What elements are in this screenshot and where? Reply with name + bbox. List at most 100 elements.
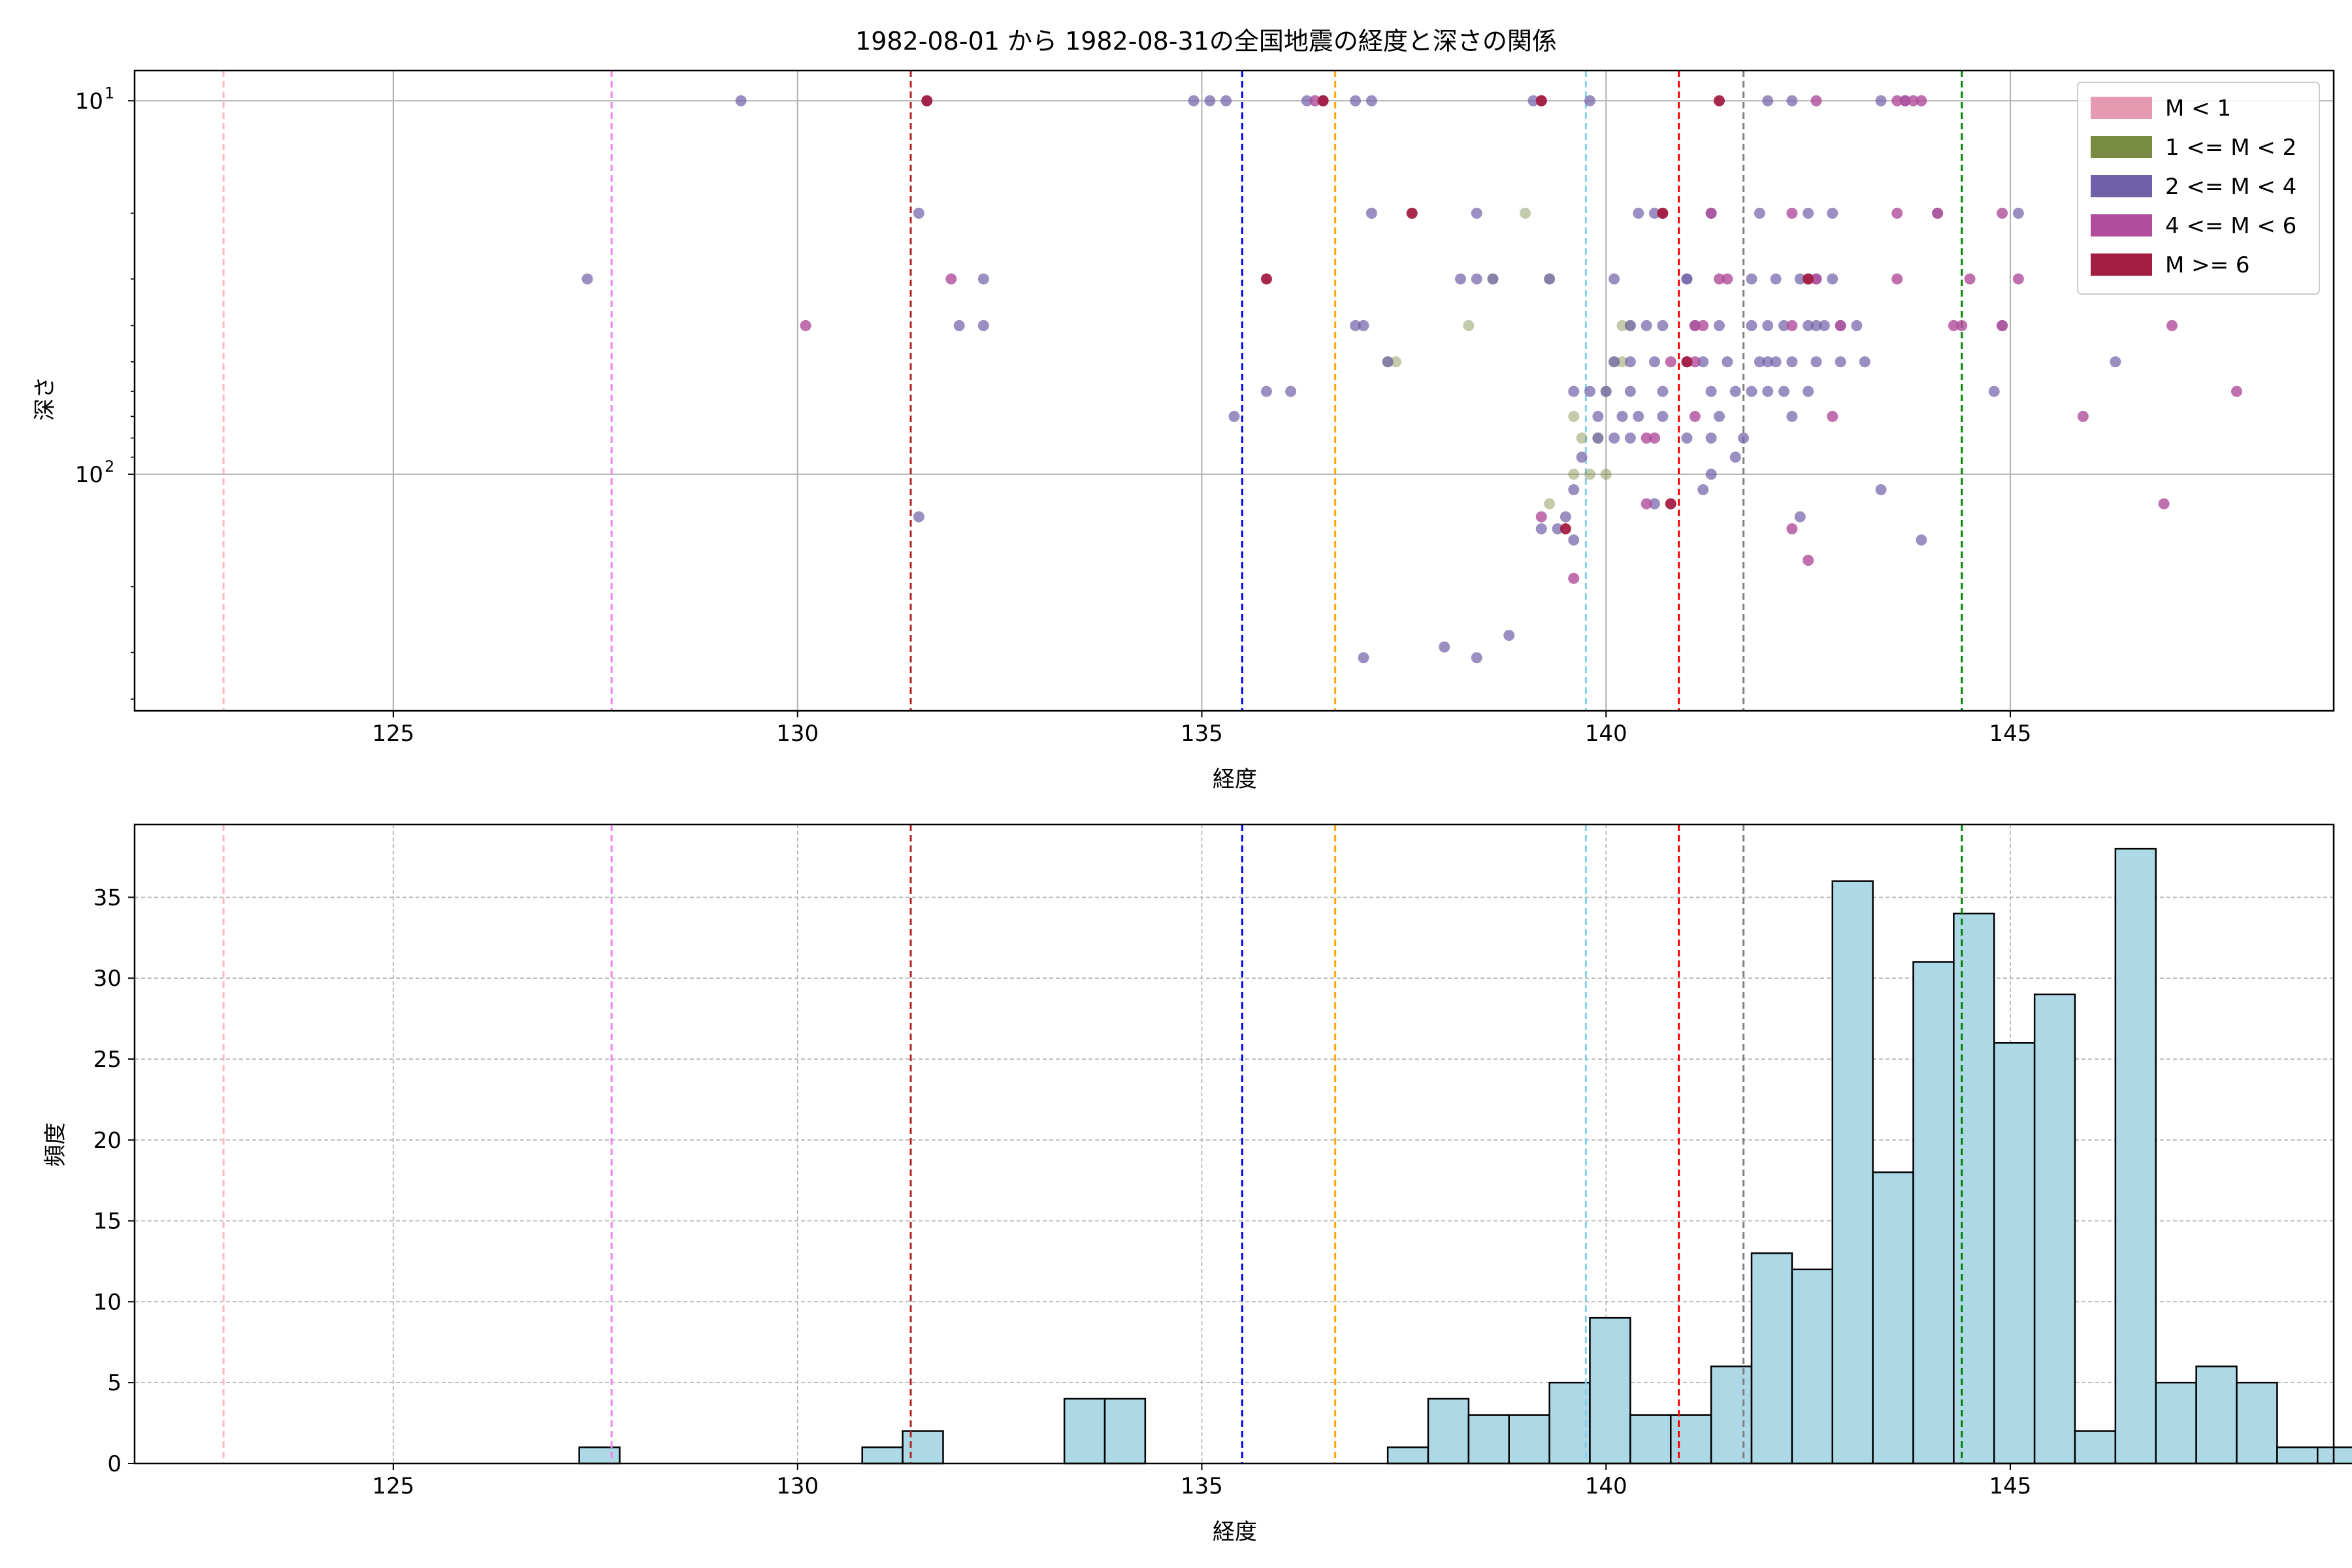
- scatter-point: [1786, 410, 1798, 422]
- histogram-y-tick-label: 30: [93, 966, 122, 992]
- scatter-x-tick-label: 125: [372, 721, 415, 747]
- scatter-point: [977, 273, 989, 285]
- scatter-point: [1810, 319, 1822, 331]
- scatter-point: [1535, 95, 1547, 106]
- scatter-point: [1382, 356, 1394, 368]
- scatter-y-tick-label: 10: [75, 462, 103, 488]
- scatter-x-axis-label: 経度: [1213, 766, 1257, 792]
- scatter-point: [1609, 356, 1620, 368]
- scatter-y-axis-label: 深さ: [32, 376, 58, 421]
- scatter-y-tick-exponent: 1: [105, 84, 114, 102]
- scatter-point: [1544, 498, 1556, 510]
- scatter-point: [1633, 207, 1644, 219]
- legend-box: [2077, 82, 2320, 295]
- scatter-point: [2166, 319, 2178, 331]
- scatter-point: [1754, 207, 1765, 219]
- scatter-point: [1301, 95, 1313, 106]
- histogram-bars: [578, 847, 2352, 1465]
- scatter-point: [1786, 523, 1798, 534]
- scatter-point: [1948, 319, 1959, 331]
- scatter-point: [1471, 273, 1482, 285]
- histogram-bar: [1467, 1414, 1510, 1465]
- histogram-bar: [1912, 961, 1955, 1465]
- scatter-point: [581, 273, 593, 285]
- histogram-bar: [1508, 1414, 1550, 1465]
- scatter-point: [1762, 95, 1774, 106]
- scatter-point: [1875, 95, 1887, 106]
- scatter-point: [1916, 95, 1927, 106]
- histogram-axes: 125 130 135 140 145 0 5 10 15 20 25 30 35: [93, 823, 2335, 1499]
- scatter-point: [1535, 511, 1547, 523]
- histogram-x-axis-label: 経度: [1213, 1519, 1257, 1545]
- scatter-point: [1997, 319, 2008, 331]
- scatter-point: [1803, 273, 1814, 285]
- scatter-point: [1803, 319, 1814, 331]
- scatter-point: [1786, 319, 1798, 331]
- legend-label: M >= 6: [2165, 252, 2250, 278]
- histogram-bar: [1993, 1042, 2036, 1465]
- scatter-point: [1358, 319, 1369, 331]
- scatter-y-tick-exponent: 2: [105, 457, 114, 476]
- scatter-point: [1285, 385, 1297, 397]
- scatter-point: [1616, 319, 1628, 331]
- scatter-reference-lines: [222, 71, 1963, 711]
- scatter-point: [1471, 652, 1482, 664]
- scatter-point: [1794, 273, 1806, 285]
- scatter-point: [1649, 498, 1660, 510]
- scatter-point: [913, 207, 924, 219]
- histogram-y-tick-label: 35: [93, 885, 122, 911]
- legend-swatch: [2091, 97, 2152, 119]
- scatter-point: [1762, 385, 1774, 397]
- histogram-y-tick-label: 10: [93, 1289, 122, 1315]
- scatter-point: [1908, 95, 1919, 106]
- histogram-y-tick-label: 5: [107, 1370, 122, 1396]
- scatter-point: [1689, 319, 1701, 331]
- scatter-point: [1689, 410, 1701, 422]
- scatter-point: [1964, 273, 1976, 285]
- legend-label: 2 <= M < 4: [2165, 174, 2296, 200]
- scatter-point: [1624, 385, 1636, 397]
- scatter-point: [1657, 385, 1669, 397]
- histogram-x-tick-label: 130: [776, 1473, 819, 1499]
- scatter-point: [1584, 468, 1595, 480]
- scatter-point: [1762, 356, 1774, 368]
- scatter-point: [1729, 451, 1741, 463]
- histogram-bar: [861, 1446, 904, 1465]
- scatter-point: [1358, 652, 1369, 664]
- scatter-point: [953, 319, 965, 331]
- scatter-point: [1568, 410, 1580, 422]
- scatter-point: [1803, 555, 1814, 566]
- histogram-y-tick-label: 0: [107, 1451, 122, 1477]
- scatter-point: [1697, 356, 1709, 368]
- scatter-point: [1520, 207, 1531, 219]
- scatter-point: [1778, 385, 1789, 397]
- scatter-point: [1390, 356, 1401, 368]
- scatter-point: [1810, 273, 1822, 285]
- histogram-panel: 125 130 135 140 145 0 5 10 15 20 25 30 35 経度 頻度: [42, 823, 2352, 1545]
- scatter-point: [1786, 356, 1798, 368]
- scatter-point: [1641, 432, 1652, 444]
- scatter-point: [2158, 498, 2170, 510]
- histogram-bar: [1953, 912, 1995, 1465]
- scatter-point: [1714, 95, 1725, 106]
- scatter-point: [1818, 319, 1830, 331]
- histogram-frame: [133, 823, 2335, 1465]
- scatter-point: [1891, 207, 1903, 219]
- scatter-point: [1535, 523, 1547, 534]
- histogram-bar: [1589, 1316, 1631, 1465]
- scatter-point: [1681, 432, 1693, 444]
- scatter-point: [1722, 273, 1733, 285]
- scatter-point: [1584, 385, 1595, 397]
- histogram-bar: [1629, 1414, 1672, 1465]
- histogram-reference-lines: [222, 825, 1963, 1463]
- legend-swatch: [2091, 253, 2152, 276]
- scatter-point: [945, 273, 957, 285]
- scatter-point: [1568, 534, 1580, 546]
- scatter-point: [1746, 385, 1757, 397]
- scatter-point: [1568, 572, 1580, 584]
- scatter-point: [1616, 356, 1628, 368]
- histogram-y-tick-label: 15: [93, 1209, 122, 1235]
- scatter-point: [1649, 432, 1660, 444]
